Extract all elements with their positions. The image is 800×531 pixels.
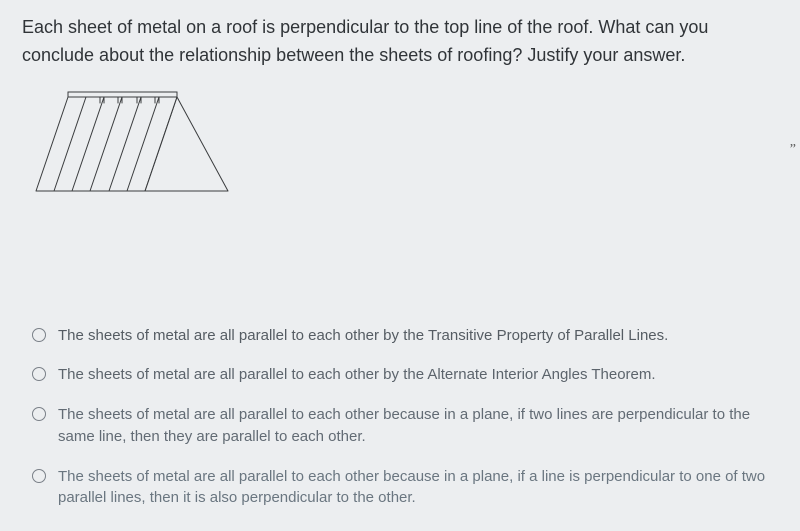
question-page: Each sheet of metal on a roof is perpend… — [0, 0, 800, 531]
option-c[interactable]: The sheets of metal are all parallel to … — [32, 404, 772, 448]
question-line-2: conclude about the relationship between … — [22, 45, 685, 65]
radio-icon — [32, 407, 46, 421]
option-b[interactable]: The sheets of metal are all parallel to … — [32, 364, 772, 386]
option-b-text: The sheets of metal are all parallel to … — [58, 364, 656, 386]
radio-icon — [32, 469, 46, 483]
question-prompt: Each sheet of metal on a roof is perpend… — [22, 14, 778, 70]
option-d[interactable]: The sheets of metal are all parallel to … — [32, 466, 772, 510]
radio-icon — [32, 328, 46, 342]
option-c-text: The sheets of metal are all parallel to … — [58, 404, 772, 448]
option-d-text: The sheets of metal are all parallel to … — [58, 466, 772, 510]
option-a-text: The sheets of metal are all parallel to … — [58, 325, 668, 347]
radio-icon — [32, 367, 46, 381]
question-line-1: Each sheet of metal on a roof is perpend… — [22, 17, 708, 37]
stray-quote-mark: ” — [790, 142, 796, 158]
roof-svg — [28, 84, 243, 214]
roof-diagram — [28, 84, 243, 214]
option-a[interactable]: The sheets of metal are all parallel to … — [32, 325, 772, 347]
answer-options: The sheets of metal are all parallel to … — [32, 325, 772, 510]
